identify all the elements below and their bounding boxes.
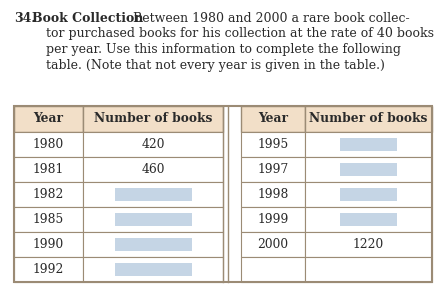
Bar — [83, 157, 223, 182]
Bar — [241, 257, 305, 282]
Text: 420: 420 — [141, 138, 165, 151]
Text: tor purchased books for his collection at the rate of 40 books: tor purchased books for his collection a… — [46, 27, 434, 41]
Bar — [14, 157, 83, 182]
Text: Number of books: Number of books — [94, 113, 212, 126]
Text: Book Collection: Book Collection — [32, 12, 143, 25]
Text: Between 1980 and 2000 a rare book collec-: Between 1980 and 2000 a rare book collec… — [133, 12, 409, 25]
Text: 1999: 1999 — [257, 213, 289, 226]
Bar — [14, 232, 83, 257]
Text: 1992: 1992 — [33, 263, 64, 276]
Bar — [83, 207, 223, 232]
Text: 460: 460 — [141, 163, 165, 176]
Text: Year: Year — [258, 113, 288, 126]
Text: 1997: 1997 — [257, 163, 289, 176]
Bar — [83, 132, 223, 157]
Bar — [340, 213, 397, 226]
Text: 1981: 1981 — [33, 163, 64, 176]
Bar — [115, 187, 191, 201]
Bar — [115, 238, 191, 251]
Bar — [241, 182, 305, 207]
Text: 1990: 1990 — [33, 238, 64, 251]
Text: 1220: 1220 — [353, 238, 384, 251]
Bar — [14, 106, 432, 282]
Bar — [241, 232, 305, 257]
Bar — [305, 182, 432, 207]
Bar — [83, 106, 223, 132]
Bar — [14, 132, 83, 157]
Text: 1985: 1985 — [33, 213, 64, 226]
Bar — [305, 157, 432, 182]
Bar — [241, 132, 305, 157]
Bar — [305, 132, 432, 157]
Text: 1995: 1995 — [257, 138, 289, 151]
Bar — [14, 106, 83, 132]
Text: Year: Year — [33, 113, 63, 126]
Bar — [14, 257, 83, 282]
Bar — [115, 263, 191, 276]
Bar — [115, 213, 191, 226]
Bar — [83, 257, 223, 282]
Bar — [83, 182, 223, 207]
Bar — [340, 163, 397, 176]
Bar — [340, 138, 397, 151]
Text: 1982: 1982 — [33, 188, 64, 201]
Text: 1980: 1980 — [33, 138, 64, 151]
Bar — [305, 106, 432, 132]
Text: 1998: 1998 — [257, 188, 289, 201]
Text: 34.: 34. — [14, 12, 36, 25]
Bar — [241, 106, 305, 132]
Bar — [241, 157, 305, 182]
Bar — [241, 207, 305, 232]
Text: 2000: 2000 — [257, 238, 289, 251]
Bar — [14, 182, 83, 207]
Bar — [305, 232, 432, 257]
Bar — [83, 232, 223, 257]
Text: Number of books: Number of books — [310, 113, 428, 126]
Bar — [14, 207, 83, 232]
Bar — [340, 187, 397, 201]
Bar — [305, 257, 432, 282]
Bar — [305, 207, 432, 232]
Text: table. (Note that not every year is given in the table.): table. (Note that not every year is give… — [46, 58, 385, 71]
Text: per year. Use this information to complete the following: per year. Use this information to comple… — [46, 43, 401, 56]
